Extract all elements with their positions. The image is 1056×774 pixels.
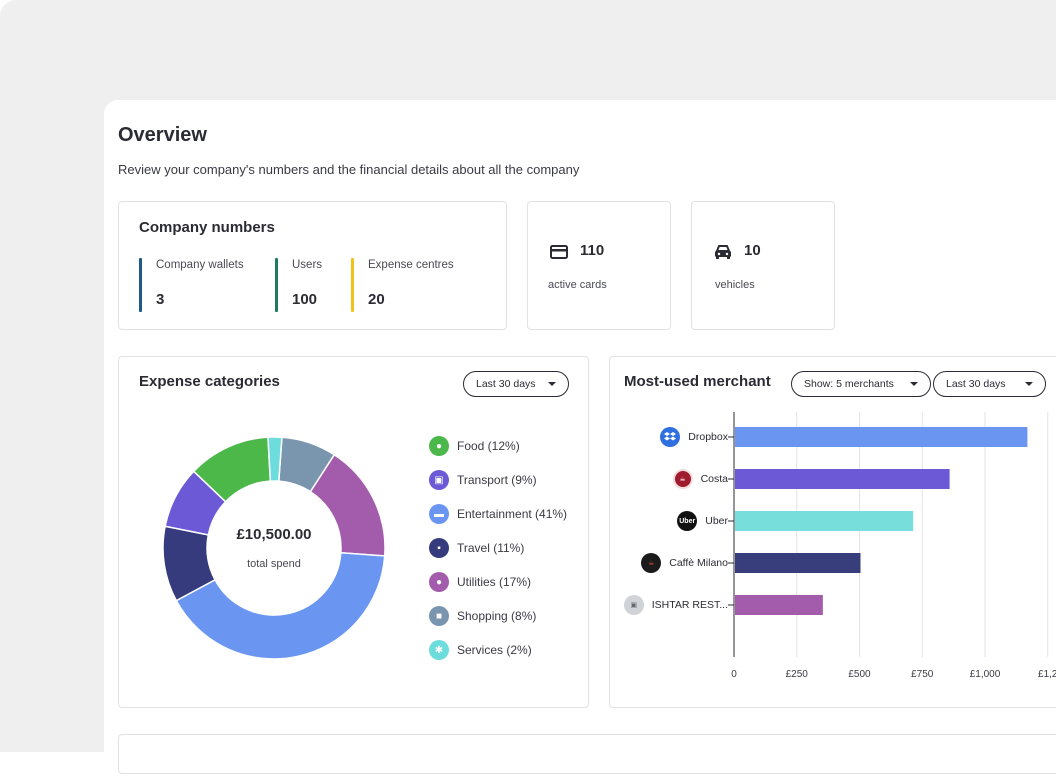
wallets-indicator: [139, 258, 142, 312]
vehicles-value: 10: [744, 242, 761, 259]
donut-slice-entertainment[interactable]: [175, 551, 386, 660]
page-subtitle: Review your company's numbers and the fi…: [118, 162, 580, 177]
merchant-label-costa: ☕ Costa: [672, 468, 728, 490]
expense-categories-card: Expense categories Last 30 days £10,500.…: [118, 356, 589, 708]
x-tick-label: £1,2: [1038, 669, 1056, 680]
merchant-bar[interactable]: [735, 595, 823, 615]
apple-icon: ●: [429, 436, 449, 456]
x-tick-label: £1,000: [970, 669, 1001, 680]
merchant-bar[interactable]: [735, 469, 950, 489]
merchant-bar[interactable]: [735, 511, 914, 531]
expense-period-dropdown[interactable]: Last 30 days: [463, 371, 569, 397]
merchant-bar-chart: 0 £250 £500 £750 £1,000 £1,2: [728, 412, 1056, 680]
legend-label: Food (12%): [457, 439, 520, 453]
suitcase-icon: ▪: [429, 538, 449, 558]
credit-card-icon: [550, 245, 568, 259]
next-section-card: [118, 734, 1056, 774]
company-numbers-card: Company numbers Company wallets 3 Users …: [118, 201, 507, 330]
ticket-icon: ▬: [429, 504, 449, 524]
restaurant-logo-icon: ▣: [623, 595, 644, 615]
vehicles-card[interactable]: 10 vehicles: [691, 201, 835, 330]
x-tick-label: £250: [786, 669, 809, 680]
caffe-milano-logo-icon: ☕: [641, 553, 662, 573]
expense-centres-label: Expense centres: [368, 259, 454, 271]
merchant-bar[interactable]: [735, 427, 1028, 447]
vehicles-label: vehicles: [715, 279, 755, 291]
car-icon: [715, 245, 731, 259]
merchant-label-ishtar: ▣ ISHTAR REST...: [623, 594, 728, 616]
merchant-count-value: Show: 5 merchants: [804, 378, 894, 390]
active-cards-card[interactable]: 110 active cards: [527, 201, 671, 330]
legend-item: ■ Shopping (8%): [429, 606, 536, 626]
bus-icon: ▣: [429, 470, 449, 490]
donut-slice-services[interactable]: [267, 436, 283, 482]
dropbox-logo-icon: [660, 427, 681, 447]
active-cards-value: 110: [580, 242, 605, 259]
chevron-down-icon: [1025, 382, 1033, 386]
merchant-count-dropdown[interactable]: Show: 5 merchants: [791, 371, 931, 397]
chevron-down-icon: [548, 382, 556, 386]
legend-label: Entertainment (41%): [457, 507, 568, 521]
merchant-label-dropbox: Dropbox: [660, 426, 728, 448]
merchant-name: ISHTAR REST...: [651, 599, 728, 611]
legend-label: Utilities (17%): [457, 575, 532, 589]
overview-panel: Overview Review your company's numbers a…: [104, 100, 1056, 774]
donut-total-label: total spend: [247, 558, 301, 570]
legend-item: ▣ Transport (9%): [429, 470, 537, 490]
legend-label: Shopping (8%): [457, 609, 537, 623]
legend-item: ● Utilities (17%): [429, 572, 531, 592]
users-label: Users: [292, 259, 323, 271]
expense-donut-chart: [162, 436, 386, 660]
x-tick-label: £500: [848, 669, 871, 680]
merchant-name: Costa: [700, 473, 728, 485]
most-used-merchant-card: Most-used merchant Show: 5 merchants Las…: [609, 356, 1056, 708]
legend-label: Travel (11%): [457, 541, 525, 555]
legend-label: Transport (9%): [457, 473, 537, 487]
legend-item: ▪ Travel (11%): [429, 538, 524, 558]
expense-categories-title: Expense categories: [139, 373, 280, 390]
users-value: 100: [292, 291, 318, 308]
active-cards-label: active cards: [548, 279, 607, 291]
merchant-period-dropdown[interactable]: Last 30 days: [933, 371, 1046, 397]
legend-item: ● Food (12%): [429, 436, 520, 456]
merchant-name: Caffè Milano: [669, 557, 728, 569]
merchant-label-uber: Uber Uber: [677, 510, 728, 532]
merchant-label-caffe-milano: ☕ Caffè Milano: [641, 552, 728, 574]
merchant-name: Dropbox: [688, 431, 728, 443]
wallets-value: 3: [156, 291, 165, 308]
expense-period-value: Last 30 days: [476, 378, 536, 390]
company-numbers-title: Company numbers: [139, 219, 275, 236]
legend-item: ▬ Entertainment (41%): [429, 504, 567, 524]
x-tick-label: 0: [731, 669, 737, 680]
merchant-bar[interactable]: [735, 553, 861, 573]
expense-centres-value: 20: [368, 291, 385, 308]
users-indicator: [275, 258, 278, 312]
bulb-icon: ●: [429, 572, 449, 592]
wallets-label: Company wallets: [156, 259, 244, 271]
x-tick-label: £750: [911, 669, 934, 680]
page-title: Overview: [118, 124, 207, 146]
gear-icon: ✱: [429, 640, 449, 660]
legend-item: ✱ Services (2%): [429, 640, 532, 660]
bag-icon: ■: [429, 606, 449, 626]
legend-label: Services (2%): [457, 643, 532, 657]
costa-logo-icon: ☕: [672, 469, 693, 489]
expense-centres-indicator: [351, 258, 354, 312]
merchant-period-value: Last 30 days: [946, 378, 1006, 390]
donut-total-value: £10,500.00: [236, 526, 312, 543]
merchant-name: Uber: [705, 515, 728, 527]
merchant-title: Most-used merchant: [624, 373, 771, 390]
chevron-down-icon: [910, 382, 918, 386]
uber-logo-icon: Uber: [677, 511, 698, 531]
